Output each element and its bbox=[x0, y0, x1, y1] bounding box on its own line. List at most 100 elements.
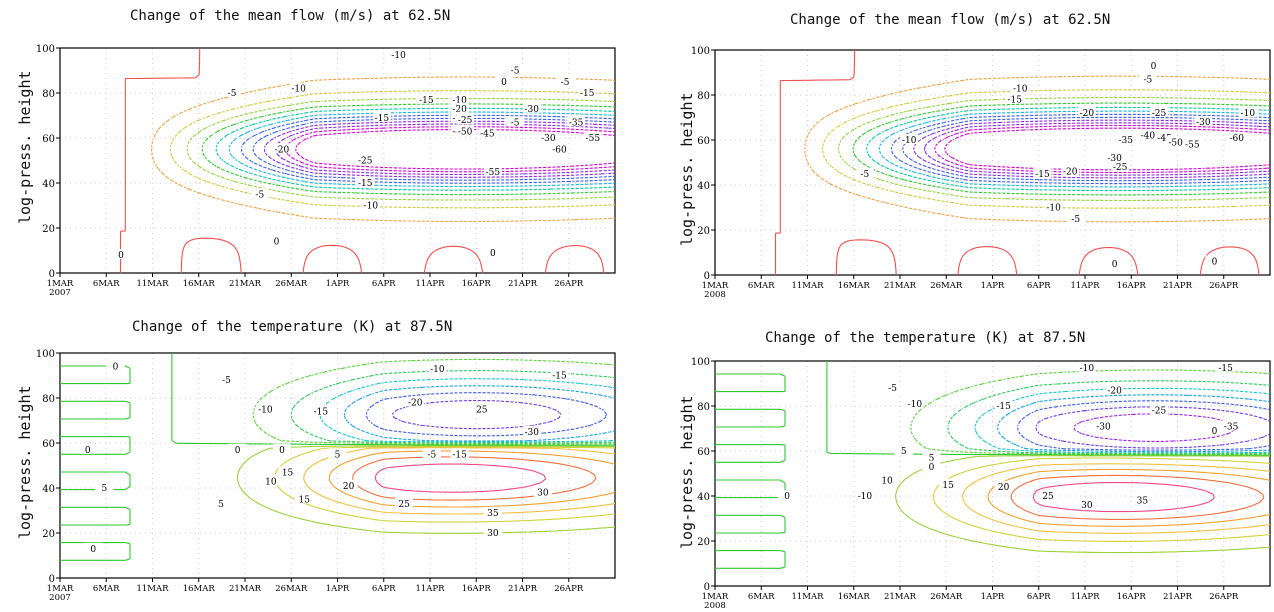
contour-label: -10 bbox=[430, 365, 445, 375]
contour-label: -20 bbox=[452, 105, 467, 115]
contour-label-bg bbox=[472, 403, 491, 414]
contour-label: 0 bbox=[1212, 427, 1218, 437]
contour-label-bg bbox=[506, 64, 525, 75]
x-tick-label: 21MAR bbox=[884, 592, 917, 602]
y-tick-label: 100 bbox=[691, 46, 710, 57]
contour-label-bg bbox=[1166, 136, 1185, 147]
contour-label: 25 bbox=[1042, 492, 1054, 502]
contour-label-bg bbox=[256, 403, 275, 414]
contour-label: 35 bbox=[1137, 497, 1149, 507]
contour-chart-meanflow-2008: 0 20 40 60 80 100 1MAR 6MAR 11MAR 16MAR 21MAR 26MAR… bbox=[691, 46, 1271, 300]
contour-label: 0 bbox=[90, 545, 96, 555]
contour-lines bbox=[715, 361, 1271, 569]
contour-label: 0 bbox=[929, 463, 935, 473]
x-tick-label: 26APR bbox=[1209, 592, 1239, 602]
contour-label-bg bbox=[578, 87, 597, 97]
x-tick-label: 16APR bbox=[1117, 592, 1147, 602]
plot-frame bbox=[59, 352, 616, 579]
contour-label-bg bbox=[539, 132, 558, 142]
contour-label: -10 bbox=[1046, 204, 1061, 214]
contour-label-bg bbox=[855, 490, 874, 500]
contour-label: -5 bbox=[228, 89, 237, 99]
contour-label-bg bbox=[483, 246, 502, 257]
contour-label-bg bbox=[356, 177, 375, 187]
y-tick-label: 20 bbox=[42, 224, 55, 235]
contour-line bbox=[997, 394, 1271, 453]
contour-label-bg bbox=[550, 143, 569, 154]
x-tick-label: 26MAR bbox=[275, 584, 308, 594]
contour-line bbox=[895, 455, 1271, 554]
contour-label-bg bbox=[1105, 257, 1124, 268]
contour-line bbox=[274, 446, 616, 523]
contour-label-bg bbox=[1044, 201, 1063, 212]
contour-label: 25 bbox=[398, 500, 410, 510]
x-tick-label: 6MAR bbox=[748, 592, 775, 602]
contour-label-bg bbox=[84, 542, 103, 553]
contour-label-bg bbox=[217, 374, 236, 384]
x-tick-label: 21APR bbox=[508, 584, 538, 594]
x-tick-label: 6APR bbox=[1027, 281, 1051, 291]
contour-line bbox=[391, 399, 562, 430]
y-tick-label: 40 bbox=[697, 181, 710, 192]
x-tick-label: 11APR bbox=[1070, 592, 1100, 602]
contour-line bbox=[274, 123, 616, 176]
y-tick-label: 20 bbox=[42, 529, 55, 540]
contour-label: -5 bbox=[860, 170, 869, 180]
x-tick-label: 26MAR bbox=[930, 592, 963, 602]
x-tick-label: 1APR bbox=[326, 584, 350, 594]
contour-label: 0 bbox=[784, 492, 790, 502]
y-tick-label: 40 bbox=[42, 179, 55, 190]
contour-label: -10 bbox=[1080, 364, 1095, 374]
contour-label: 30 bbox=[487, 529, 499, 539]
contour-label-bg bbox=[1150, 107, 1168, 117]
contour-label-bg bbox=[1138, 129, 1157, 140]
chart-title: Change of the mean flow (m/s) at 62.5N bbox=[130, 8, 451, 24]
contour-label: 0 bbox=[501, 78, 507, 88]
contour-label: -15 bbox=[580, 89, 595, 99]
contour-label: -35 bbox=[1224, 422, 1239, 432]
contour-line bbox=[947, 380, 1271, 455]
contour-label-bg bbox=[478, 127, 497, 138]
x-tick-label: 21APR bbox=[508, 279, 538, 289]
contour-label-bg bbox=[267, 235, 286, 246]
contour-label-bg bbox=[1194, 116, 1213, 126]
contour-line bbox=[910, 369, 1271, 455]
contour-labels: -10-50-5-10-15-10-15-20-25-30-35-40-45-5… bbox=[112, 48, 602, 261]
contour-label-bg bbox=[1205, 255, 1224, 266]
contour-label-bg bbox=[422, 448, 441, 459]
contour-label-bg bbox=[883, 382, 902, 392]
x-tick-label: 16APR bbox=[462, 584, 492, 594]
contour-label-bg bbox=[295, 493, 314, 504]
contour-label: -25 bbox=[1152, 407, 1167, 417]
contour-label: -10 bbox=[291, 85, 306, 95]
contour-label: -30 bbox=[525, 428, 540, 438]
plot-frame bbox=[59, 47, 616, 274]
contour-label: -25 bbox=[1113, 163, 1128, 173]
contour-label-bg bbox=[1116, 134, 1135, 144]
contour-label-bg bbox=[78, 443, 97, 454]
contour-label: -45 bbox=[480, 130, 495, 140]
contour-lines bbox=[119, 48, 616, 274]
contour-label: 0 bbox=[279, 446, 285, 456]
contour-label-bg bbox=[361, 199, 380, 210]
x-tick-label: 26APR bbox=[1209, 281, 1239, 291]
contour-line bbox=[962, 463, 1271, 534]
contour-line bbox=[228, 111, 616, 188]
contour-line bbox=[169, 90, 616, 209]
year-label: 2008 bbox=[704, 290, 726, 300]
contour-label-bg bbox=[1227, 131, 1246, 142]
contour-label: -35 bbox=[1118, 136, 1133, 146]
contour-label-bg bbox=[406, 396, 425, 407]
y-tick-label: 60 bbox=[697, 447, 710, 458]
contour-line bbox=[852, 102, 1271, 196]
contour-label-bg bbox=[289, 82, 308, 93]
x-tick-label: 21MAR bbox=[229, 584, 262, 594]
contour-label-bg bbox=[922, 451, 941, 462]
contour-label: -15 bbox=[452, 450, 467, 460]
x-tick-label: 16MAR bbox=[838, 281, 871, 291]
contour-label-bg bbox=[456, 114, 475, 124]
contour-line bbox=[987, 468, 1271, 527]
contour-label: -5 bbox=[561, 78, 570, 88]
x-tick-label: 11APR bbox=[415, 584, 445, 594]
